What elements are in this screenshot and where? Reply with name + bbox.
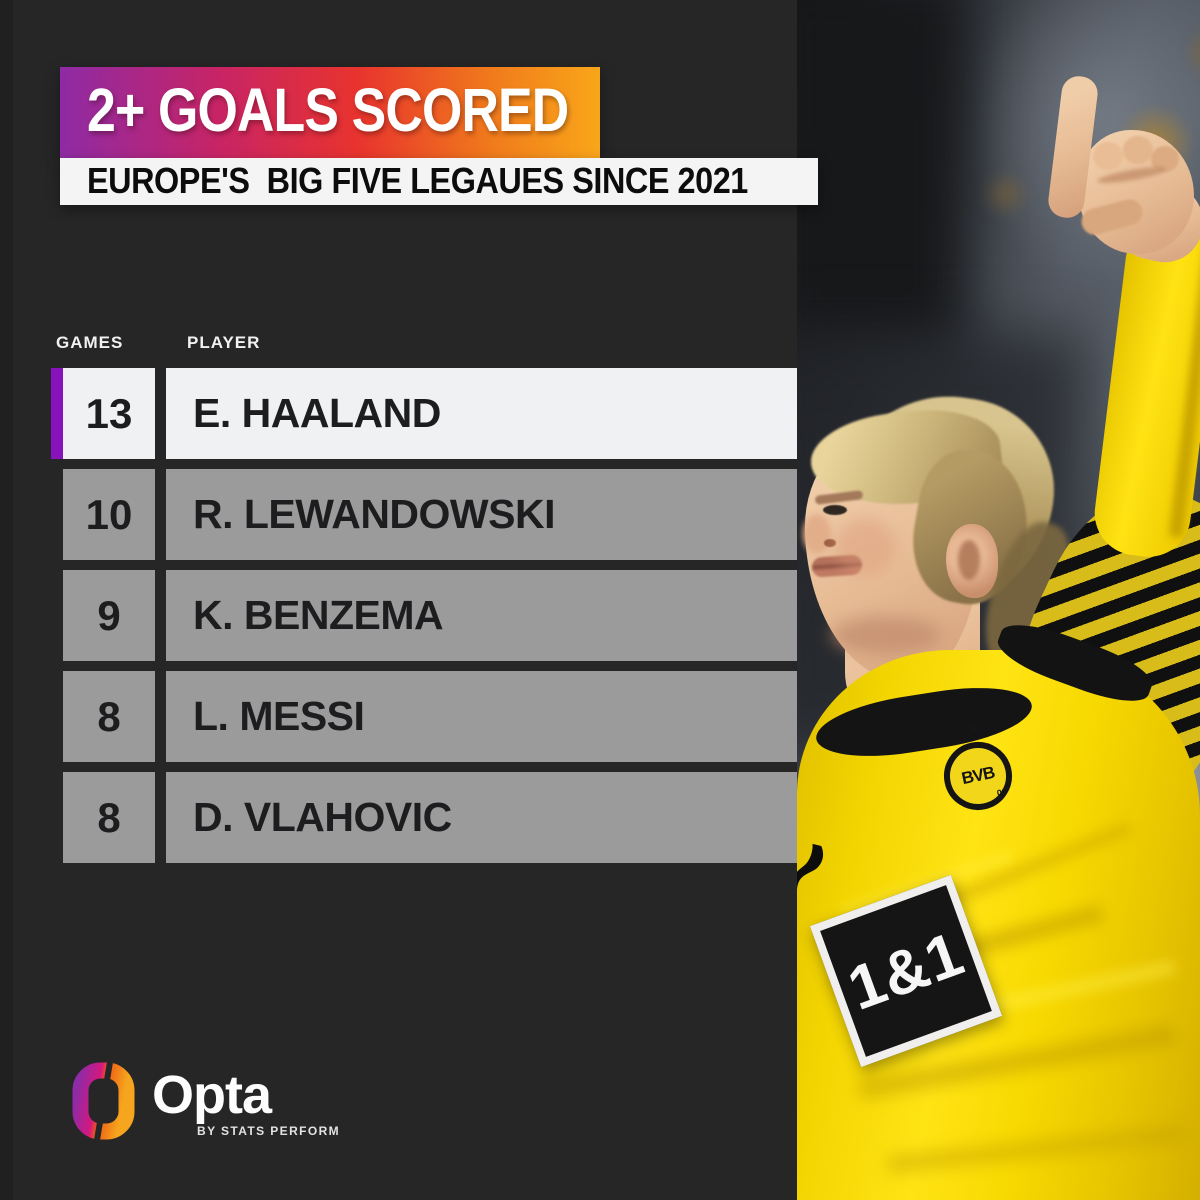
nose-shadow bbox=[803, 514, 831, 554]
jaw-shadow bbox=[831, 616, 941, 654]
games-value: 9 bbox=[63, 570, 155, 661]
row-accent-bar bbox=[51, 368, 63, 459]
player-name: D. VLAHOVIC bbox=[166, 772, 797, 863]
opta-tagline: BY STATS PERFORM bbox=[197, 1124, 341, 1138]
games-value: 8 bbox=[63, 671, 155, 762]
knuckle-2 bbox=[1123, 136, 1153, 164]
games-value: 13 bbox=[63, 368, 155, 459]
column-header-games: GAMES bbox=[56, 333, 124, 352]
photo-dark-corner bbox=[797, 0, 967, 350]
table-row-benzema: 9 K. BENZEMA bbox=[0, 570, 800, 661]
eye bbox=[823, 505, 847, 515]
crest-number: 09 bbox=[995, 786, 1008, 799]
column-header-player: PLAYER bbox=[187, 333, 261, 352]
knuckle-1 bbox=[1093, 142, 1123, 170]
opta-logo-icon bbox=[72, 1061, 135, 1145]
player-name: E. HAALAND bbox=[166, 368, 797, 459]
sponsor-text: 1&1 bbox=[839, 918, 973, 1024]
table-row-lewandowski: 10 R. LEWANDOWSKI bbox=[0, 469, 800, 560]
page-subtitle: EUROPE'S BIG FIVE LEGAUES SINCE 2021 bbox=[87, 159, 748, 201]
player-photo: ★ BVB 09 1&1 bbox=[797, 0, 1200, 1200]
table-row-messi: 8 L. MESSI bbox=[0, 671, 800, 762]
games-value: 10 bbox=[63, 469, 155, 560]
bokeh-light-small bbox=[1185, 25, 1200, 80]
subtitle-bar: EUROPE'S BIG FIVE LEGAUES SINCE 2021 bbox=[60, 158, 818, 205]
table-row-vlahovic: 8 D. VLAHOVIC bbox=[0, 772, 800, 863]
bokeh-light-faint bbox=[982, 170, 1030, 218]
cheek-blush bbox=[835, 518, 895, 576]
table-row-haaland: 13 E. HAALAND bbox=[0, 368, 800, 459]
opta-wordmark: Opta bbox=[152, 1065, 272, 1125]
player-name: L. MESSI bbox=[166, 671, 797, 762]
ear-inner-shadow bbox=[958, 540, 980, 580]
nostril bbox=[824, 539, 836, 547]
crest-initials: BVB bbox=[959, 762, 996, 789]
player-name: K. BENZEMA bbox=[166, 570, 797, 661]
player-name: R. LEWANDOWSKI bbox=[166, 469, 797, 560]
left-edge-shade bbox=[0, 0, 13, 1200]
puma-logo-icon bbox=[797, 839, 833, 903]
page-title: 2+ GOALS SCORED bbox=[87, 75, 569, 144]
games-value: 8 bbox=[63, 772, 155, 863]
title-banner: 2+ GOALS SCORED bbox=[60, 67, 600, 158]
